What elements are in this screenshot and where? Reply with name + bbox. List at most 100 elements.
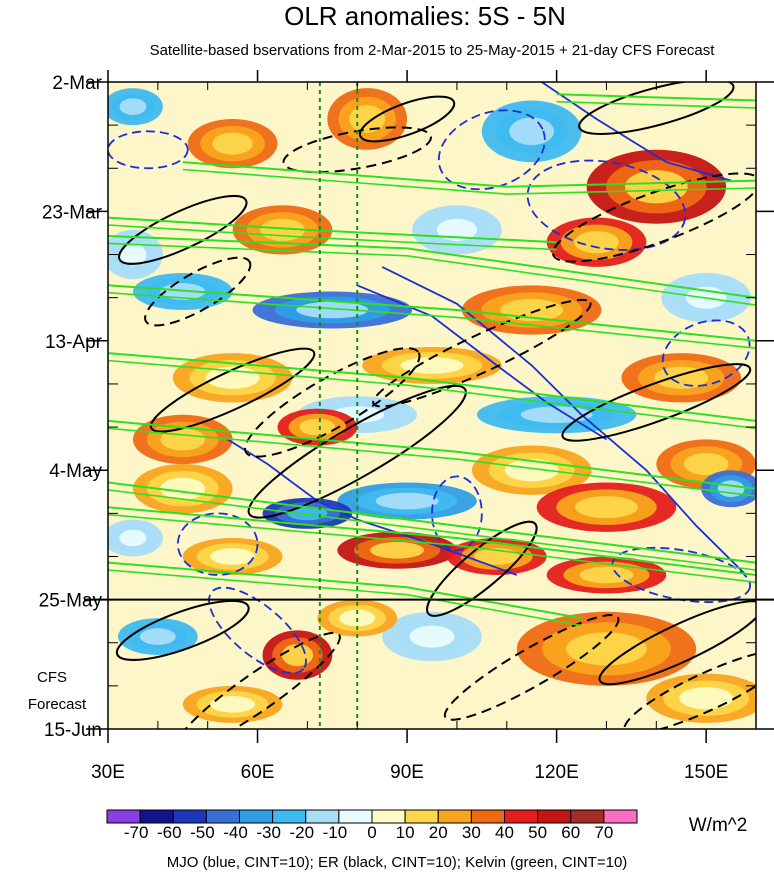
contour-legend-footnote: MJO (blue, CINT=10); ER (black, CINT=10)… (167, 854, 628, 871)
kelvin-contour (108, 561, 582, 620)
mjo-contour-negative (431, 475, 483, 552)
er-contour (578, 82, 735, 135)
colorbar-swatch (106, 809, 141, 824)
colorbar-label: 50 (528, 823, 547, 842)
y-tick-label: 15-Jun (44, 720, 102, 741)
wave-contour-layer (108, 82, 756, 729)
colorbar-label: 70 (594, 823, 613, 842)
er-contour (149, 347, 316, 433)
er-contour (426, 520, 538, 617)
anomaly-patch (299, 418, 336, 436)
mjo-contour-negative (437, 109, 546, 191)
anomaly-patch (119, 98, 147, 115)
kelvin-contour (182, 161, 756, 188)
colorbar-swatch (570, 809, 605, 824)
plot-area (84, 81, 774, 730)
kelvin-contour (108, 291, 756, 349)
kelvin-contour (108, 419, 756, 490)
colorbar-swatch (404, 809, 439, 824)
anomaly-patch (119, 529, 147, 547)
anomaly-patch (679, 687, 734, 710)
colorbar-label: 10 (396, 823, 415, 842)
er-contour-negative (372, 298, 592, 408)
colorbar-swatch (205, 809, 240, 824)
anomaly-fill-layer (108, 88, 756, 723)
er-contour-negative (551, 172, 756, 263)
er-contour-negative (443, 614, 620, 721)
colorbar-swatch (504, 809, 539, 824)
mjo-contour (541, 82, 732, 182)
anomaly-patch (509, 117, 555, 146)
colorbar-units: W/m^2 (689, 815, 748, 836)
colorbar-label: -10 (323, 823, 348, 842)
anomaly-patch (210, 696, 256, 713)
colorbar-swatch (437, 809, 472, 824)
kelvin-contour (108, 569, 582, 627)
kelvin-contour (108, 235, 756, 299)
x-tick-label: 120E (534, 762, 578, 783)
y-tick-label: 23-Mar (42, 202, 103, 223)
kelvin-contour (108, 216, 557, 244)
mjo-contour (381, 266, 747, 576)
kelvin-contour (108, 481, 756, 564)
kelvin-contour (108, 506, 756, 576)
cfs-forecast-label-line2: Forecast (28, 696, 87, 713)
er-contour (598, 600, 756, 686)
mjo-contour-negative (176, 512, 259, 576)
colorbar-swatch (603, 809, 638, 824)
anomaly-patch (504, 459, 559, 482)
er-contour (247, 384, 467, 519)
colorbar-label: 40 (495, 823, 514, 842)
anomaly-patch (281, 643, 314, 667)
kelvin-contour (108, 359, 756, 430)
x-tick-label: 150E (684, 762, 728, 783)
kelvin-contour (108, 427, 756, 497)
anomaly-patch (212, 132, 253, 155)
plot-frame (107, 81, 757, 730)
anomaly-patch (370, 541, 425, 559)
kelvin-contour (108, 489, 756, 571)
anomaly-patch (436, 218, 478, 241)
reference-lines (318, 82, 359, 729)
x-tick-label: 60E (241, 762, 275, 783)
y-tick-marks (86, 81, 774, 730)
colorbar-label: -30 (256, 823, 281, 842)
kelvin-contour (108, 242, 756, 306)
anomaly-patch (375, 492, 439, 510)
anomaly-patch (139, 628, 176, 645)
colorbar-label: -50 (190, 823, 215, 842)
kelvin-contour (108, 284, 756, 342)
er-contour-negative (174, 631, 341, 729)
anomaly-patch (296, 301, 369, 319)
er-contour-negative (244, 347, 421, 458)
x-axis: 30E 60E 90E 120E 150E (91, 70, 757, 783)
anomaly-patch (287, 506, 328, 521)
mjo-contour-negative (526, 159, 687, 251)
colorbar-swatch (172, 809, 207, 824)
colorbar-swatch (239, 809, 274, 824)
anomaly-patch (579, 566, 634, 584)
kelvin-contour (182, 168, 756, 195)
chart-subtitle: Satellite-based bservations from 2-Mar-2… (150, 42, 716, 59)
colorbar-label: -40 (223, 823, 248, 842)
kelvin-contour (556, 93, 756, 102)
colorbar: -70 -60 -50 -40 -30 -20 -10 0 10 20 30 4… (106, 809, 748, 842)
colorbar-label: 30 (462, 823, 481, 842)
colorbar-swatch (537, 809, 572, 824)
anomaly-patch (400, 357, 464, 374)
colorbar-boxes (106, 809, 638, 824)
colorbar-swatch (139, 809, 174, 824)
colorbar-label: -60 (157, 823, 182, 842)
colorbar-label: -20 (289, 823, 314, 842)
anomaly-patch (210, 548, 256, 565)
kelvin-contour (108, 513, 756, 584)
anomaly-patch (654, 366, 709, 389)
anomaly-patch (119, 243, 147, 266)
y-tick-label: 13-Apr (45, 332, 103, 353)
colorbar-swatch (305, 809, 340, 824)
anomaly-patch (575, 496, 638, 519)
colorbar-swatch (470, 809, 505, 824)
x-tick-label: 30E (91, 762, 125, 783)
anomaly-patch (574, 231, 619, 254)
